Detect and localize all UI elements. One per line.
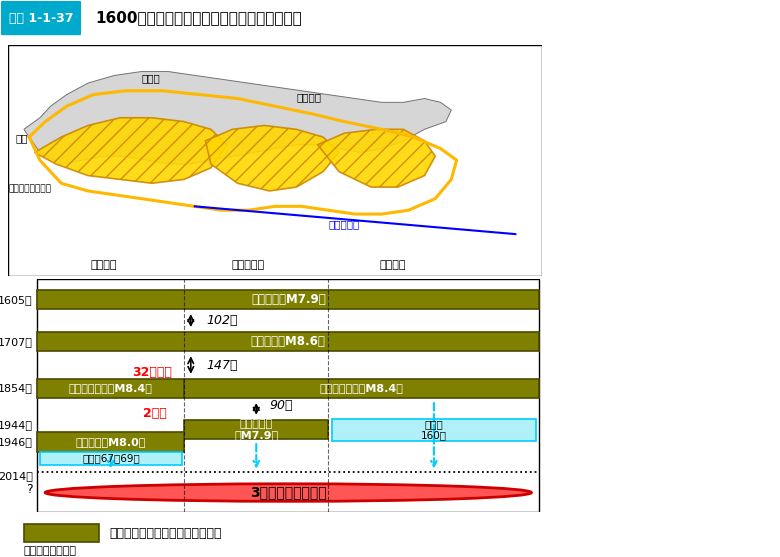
Polygon shape: [205, 125, 339, 191]
Text: 3地震が連動発生？: 3地震が連動発生？: [250, 486, 327, 500]
Text: 宝永地震（M8.6）: 宝永地震（M8.6）: [251, 335, 326, 348]
Text: 1600年以降に南海トラフで発生した巨大地震: 1600年以降に南海トラフで発生した巨大地震: [95, 11, 302, 26]
Text: 南海地震: 南海地震: [90, 260, 117, 270]
Bar: [184, 379, 540, 398]
Text: 安政南海地震（M8.4）: 安政南海地震（M8.4）: [69, 383, 153, 393]
Text: 空白域67～69年: 空白域67～69年: [82, 453, 140, 463]
Text: 1707年: 1707年: [0, 336, 33, 346]
Bar: [24, 524, 98, 543]
Text: 九州: 九州: [16, 133, 28, 143]
Text: 1946年: 1946年: [0, 437, 33, 447]
Text: 1944年: 1944年: [0, 420, 33, 430]
FancyBboxPatch shape: [332, 419, 536, 441]
Text: ?: ?: [27, 482, 33, 496]
Text: 四　国: 四 国: [141, 73, 160, 83]
Text: 32時間後: 32時間後: [132, 365, 172, 379]
Bar: [37, 290, 540, 309]
Text: 東南海地震: 東南海地震: [232, 260, 264, 270]
Ellipse shape: [45, 484, 531, 501]
Text: 出典：内閣府資料: 出典：内閣府資料: [24, 546, 76, 556]
Bar: [184, 419, 328, 439]
Text: 慶長地震（M7.9）: 慶長地震（M7.9）: [251, 293, 326, 306]
Bar: [37, 432, 184, 452]
Polygon shape: [34, 118, 227, 183]
Text: 破壊領域（震源域がしめる範囲）: 破壊領域（震源域がしめる範囲）: [109, 527, 222, 540]
FancyBboxPatch shape: [40, 452, 182, 465]
Text: 東海地震: 東海地震: [379, 260, 406, 270]
Text: 安政東海地震（M8.4）: 安政東海地震（M8.4）: [320, 383, 404, 393]
Text: 2014年: 2014年: [0, 471, 33, 481]
Text: 102年: 102年: [207, 314, 239, 327]
FancyBboxPatch shape: [1, 1, 81, 35]
Text: 1854年: 1854年: [0, 383, 33, 393]
Text: 南海地震（M8.0）: 南海地震（M8.0）: [76, 437, 146, 447]
Text: 東南海地震
（M7.9）: 東南海地震 （M7.9）: [234, 419, 278, 440]
Polygon shape: [24, 71, 452, 164]
Text: 図表 1-1-37: 図表 1-1-37: [9, 12, 73, 25]
Text: 紀伊半島: 紀伊半島: [296, 92, 321, 102]
Text: 90年: 90年: [270, 399, 293, 412]
Text: 南海トラフ: 南海トラフ: [329, 219, 360, 229]
Text: 147年: 147年: [207, 359, 239, 372]
Bar: [37, 379, 184, 398]
Text: 空白域
160年: 空白域 160年: [421, 419, 447, 441]
Polygon shape: [317, 129, 435, 187]
Text: 1605年: 1605年: [0, 295, 33, 305]
Text: 現行の想定震源域: 現行の想定震源域: [9, 184, 51, 193]
Text: 2年後: 2年後: [143, 407, 167, 419]
Bar: [37, 332, 540, 351]
